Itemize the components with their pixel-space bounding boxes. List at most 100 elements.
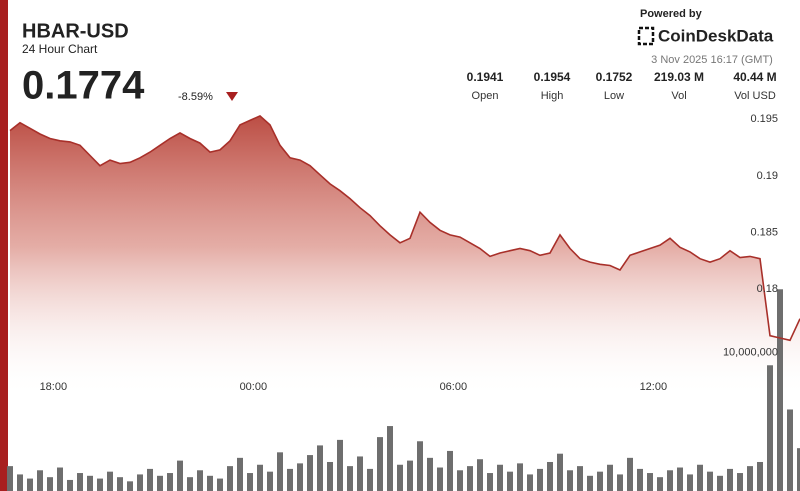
- stat-value: 0.1941: [467, 70, 504, 84]
- volume-bar: [367, 468, 373, 491]
- volume-bar: [697, 464, 703, 491]
- price: 0.1774: [22, 64, 145, 108]
- volume-bar: [627, 457, 633, 491]
- volume-bar: [467, 466, 473, 491]
- volume-bar: [77, 473, 83, 491]
- y-tick-label: 0.18: [757, 283, 778, 295]
- volume-bar: [717, 475, 723, 491]
- stat-value: 0.1752: [596, 70, 633, 84]
- volume-bar: [597, 471, 603, 491]
- y-tick-label: 0.185: [750, 227, 778, 239]
- volume-bar: [357, 456, 363, 491]
- volume-bar: [507, 471, 513, 491]
- volume-bar: [677, 467, 683, 491]
- volume-bar: [377, 437, 383, 491]
- volume-bar: [527, 474, 533, 491]
- volume-bar: [257, 464, 263, 491]
- volume-bar: [497, 464, 503, 491]
- volume-bar: [157, 475, 163, 491]
- plot: 0.18 0.185 0.19 0.195 10,000,000 18:00 00:00 06…: [7, 113, 800, 491]
- volume-bar: [27, 478, 33, 491]
- volume-bar: [517, 463, 523, 491]
- volume-bar: [247, 473, 253, 491]
- volume-bar: [537, 468, 543, 491]
- volume-bar: [737, 473, 743, 491]
- volume-bar: [197, 470, 203, 491]
- volume-bar: [457, 470, 463, 491]
- volume-bar: [307, 455, 313, 491]
- volume-bar: [727, 468, 733, 491]
- y-tick-label: 0.19: [757, 170, 778, 182]
- volume-bar: [287, 468, 293, 491]
- volume-bar: [567, 470, 573, 491]
- volume-bar: [447, 450, 453, 491]
- volume-bar: [127, 481, 133, 491]
- volume-bar: [687, 474, 693, 491]
- x-tick-label: 18:00: [40, 381, 68, 393]
- volume-bar: [577, 466, 583, 491]
- y2-tick-label: 10,000,000: [723, 347, 778, 359]
- volume-bar: [87, 475, 93, 491]
- subtitle: 24 Hour Chart: [22, 42, 98, 56]
- volume-bar: [587, 475, 593, 491]
- volume-bar: [147, 468, 153, 491]
- volume-bar: [187, 477, 193, 491]
- volume-bar: [277, 452, 283, 491]
- volume-bar: [237, 457, 243, 491]
- price-line: [9, 114, 800, 342]
- stats: 0.1941 Open 0.1954 High 0.1752 Low 219.03 M Vol…: [467, 70, 777, 102]
- volume-bar: [167, 473, 173, 491]
- volume-bar: [487, 473, 493, 491]
- volume-bar: [267, 471, 273, 491]
- x-tick-label: 12:00: [640, 381, 668, 393]
- y-tick-label: 0.195: [750, 113, 778, 125]
- brand-logo: [637, 26, 655, 46]
- stat-value: 0.1954: [534, 70, 571, 84]
- volume-bar: [297, 463, 303, 491]
- volume-bar: [327, 461, 333, 491]
- x-tick-label: 00:00: [240, 381, 268, 393]
- volume-bar: [347, 466, 353, 491]
- volume-bar: [207, 475, 213, 491]
- volume-bar: [57, 467, 63, 491]
- volume-bar: [477, 459, 483, 491]
- stat-label: Vol USD: [734, 90, 776, 102]
- volume-bar: [647, 473, 653, 491]
- volume-bar: [747, 466, 753, 491]
- stat-value: 219.03 M: [654, 70, 704, 84]
- volume-bar: [417, 441, 423, 491]
- volume-bar: [387, 426, 393, 491]
- volume-bar: [137, 474, 143, 491]
- volume-bar: [217, 478, 223, 491]
- change: -8.59%: [178, 91, 213, 103]
- volume-bar: [767, 365, 773, 491]
- volume-bar: [37, 470, 43, 491]
- volume-bar: [17, 474, 23, 491]
- volume-bar: [397, 464, 403, 491]
- stat-label: Open: [472, 90, 499, 102]
- volume-bar: [97, 478, 103, 491]
- volume-bar: [607, 464, 613, 491]
- stat-label: Low: [604, 90, 624, 102]
- volume-bar: [617, 474, 623, 491]
- volume-bar: [787, 409, 793, 491]
- volume-bar: [797, 448, 800, 491]
- stat-label: Vol: [671, 90, 686, 102]
- volume-bar: [317, 445, 323, 491]
- volume-bar: [557, 453, 563, 491]
- volume-bar: [67, 479, 73, 491]
- stat-value: 40.44 M: [733, 70, 776, 84]
- volume-bar: [407, 460, 413, 491]
- powered-by: Powered by: [640, 8, 703, 20]
- volume-bar: [117, 477, 123, 491]
- volume-bar: [337, 439, 343, 491]
- volume-bar: [7, 466, 13, 491]
- volume-bar: [227, 466, 233, 491]
- volume-bar: [177, 460, 183, 491]
- timestamp: 3 Nov 2025 16:17 (GMT): [651, 54, 773, 66]
- down-arrow: [226, 92, 238, 101]
- volume-bar: [437, 467, 443, 491]
- accent-bar: [0, 0, 8, 491]
- volume-bar: [427, 457, 433, 491]
